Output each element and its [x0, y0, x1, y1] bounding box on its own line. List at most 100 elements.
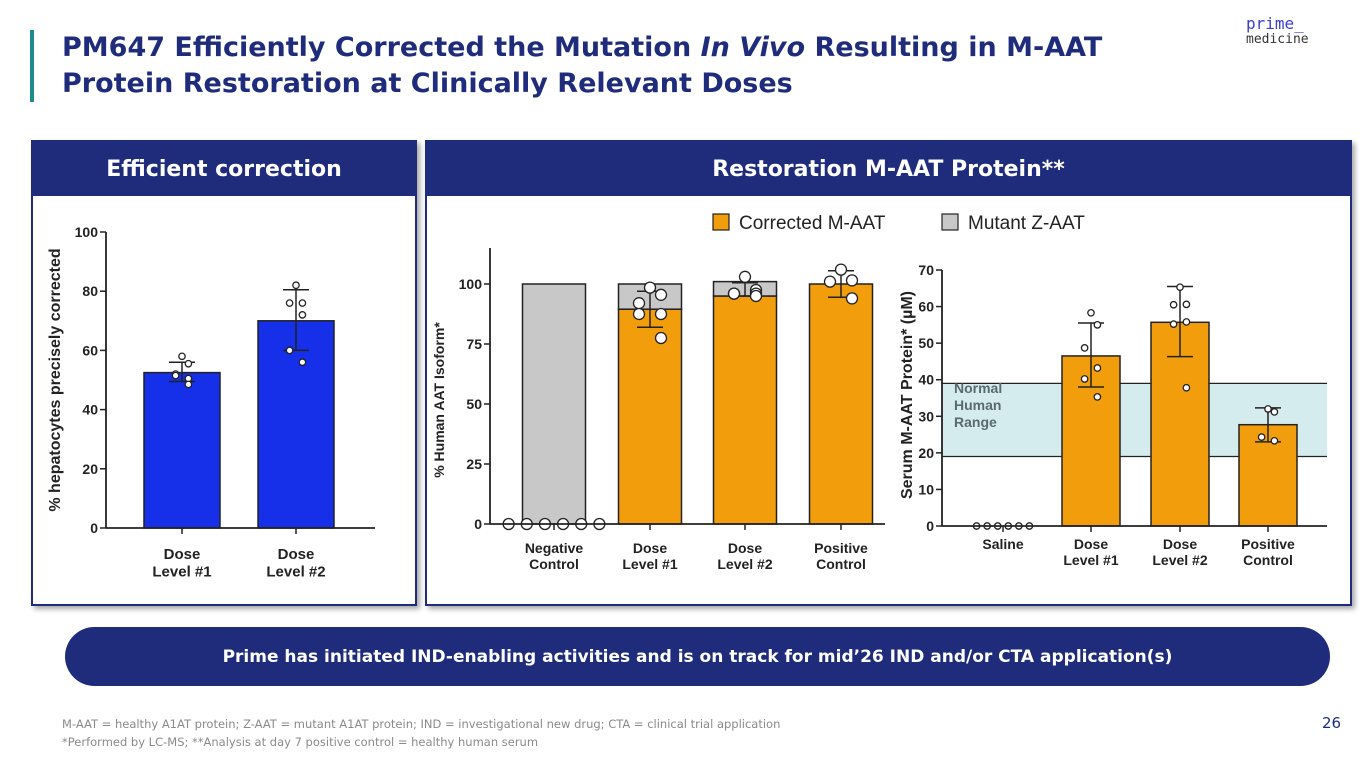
title-text-end: Resulting in M-AAT Protein Restoration a…	[62, 32, 1103, 99]
legend-swatch	[712, 213, 730, 231]
data-point	[1080, 344, 1089, 352]
category-label: Dose Level #1	[152, 546, 211, 580]
category-label-line: Dose	[1074, 536, 1108, 552]
category-label: Positive Control	[814, 540, 868, 572]
data-point	[1169, 300, 1178, 309]
bar-corrected	[617, 308, 683, 525]
category-label: Positive Control	[1241, 536, 1295, 568]
data-point	[292, 281, 300, 290]
page-number: 26	[1322, 714, 1342, 732]
category-label-line: Control	[1243, 552, 1293, 568]
category-label-line: Dose	[164, 546, 201, 563]
y-tick-label: 50	[918, 335, 934, 351]
bar-corrected	[712, 295, 778, 525]
data-point	[285, 346, 294, 355]
category-label: Dose Level #1	[622, 540, 677, 572]
data-point	[1264, 405, 1272, 413]
category-label-line: Dose	[633, 540, 667, 556]
category-label-line: Level #2	[266, 563, 325, 580]
data-point	[632, 307, 646, 321]
data-point	[1080, 375, 1089, 383]
data-point	[178, 352, 186, 361]
y-tick-label: 70	[918, 262, 934, 278]
y-axis-label: % hepatocytes precisely corrected	[47, 248, 64, 511]
y-tick-label: 40	[82, 402, 98, 418]
data-point	[1093, 393, 1102, 401]
footnote-1: M-AAT = healthy A1AT protein; Z-AAT = mu…	[62, 717, 781, 731]
ind-banner: Prime has initiated IND-enabling activit…	[65, 627, 1330, 686]
y-tick-label: 20	[82, 461, 98, 477]
data-point	[845, 292, 859, 305]
panel-header: Restoration M-AAT Protein**	[427, 142, 1350, 196]
title-text: PM647 Efficiently Corrected the Mutation	[62, 32, 701, 63]
logo-line2: medicine	[1246, 32, 1309, 47]
category-label-line: Dose	[1163, 536, 1197, 552]
data-point	[1093, 321, 1102, 329]
data-point	[845, 274, 859, 287]
y-tick-label: 100	[75, 224, 99, 240]
y-tick-label: 80	[82, 283, 98, 299]
prime-medicine-logo: prime_ medicine	[1246, 16, 1309, 48]
title-accent-bar	[30, 30, 34, 102]
category-label: Dose Level #2	[717, 540, 772, 572]
data-point	[184, 359, 193, 368]
category-label: Dose Level #2	[1152, 536, 1207, 568]
category-label-line: Level #2	[1152, 552, 1207, 568]
category-label-line: Level #2	[717, 556, 772, 572]
data-point	[285, 299, 294, 307]
category-label-line: Level #1	[1063, 552, 1118, 568]
data-point	[834, 263, 848, 276]
y-tick-label: 0	[90, 520, 98, 536]
category-label-line: Dose	[278, 546, 315, 563]
category-label: Saline	[982, 536, 1023, 552]
y-tick-label: 60	[918, 299, 934, 315]
category-label-line: Dose	[728, 540, 762, 556]
data-point	[738, 270, 752, 283]
data-point	[1257, 433, 1266, 441]
data-point	[171, 371, 180, 380]
data-point	[1087, 308, 1095, 317]
data-point	[1270, 436, 1279, 445]
y-tick-label: 60	[82, 342, 98, 358]
data-point	[632, 297, 646, 310]
y-axis-label: % Human AAT Isoform*	[431, 322, 447, 478]
category-label: Dose Level #1	[1063, 536, 1118, 568]
page-title: PM647 Efficiently Corrected the Mutation…	[62, 30, 1192, 102]
data-point	[298, 358, 307, 367]
data-point	[643, 281, 657, 294]
normal-range-label: Normal Human Range	[954, 380, 1002, 430]
y-tick-label: 0	[474, 516, 482, 532]
y-tick-label: 25	[466, 456, 482, 472]
category-label-line: Level #1	[622, 556, 677, 572]
y-tick-label: 0	[926, 518, 934, 534]
y-tick-label: 50	[466, 396, 482, 412]
y-axis-label: Serum M-AAT Protein* (µM)	[899, 291, 916, 499]
data-point	[184, 380, 193, 389]
y-tick-label: 40	[918, 372, 934, 388]
data-point	[1169, 320, 1178, 328]
panel-header: Efficient correction	[33, 142, 415, 196]
data-point	[654, 307, 668, 321]
legend-swatch	[941, 213, 959, 231]
category-label: Dose Level #2	[266, 546, 325, 580]
data-point	[1176, 283, 1184, 292]
data-point	[654, 288, 668, 301]
logo-line1: prime_	[1246, 14, 1304, 33]
category-label-line: Positive	[814, 540, 868, 556]
category-label-line: Saline	[982, 536, 1023, 552]
normal-range-label-line: Normal	[954, 380, 1002, 396]
category-label-line: Control	[816, 556, 866, 572]
data-point	[1182, 300, 1191, 309]
data-point	[727, 287, 741, 300]
bar-mutant	[521, 283, 587, 525]
normal-range-label-line: Range	[954, 414, 997, 430]
data-point	[1182, 318, 1191, 326]
title-italic: In Vivo	[700, 32, 806, 63]
data-point	[298, 299, 307, 307]
bar	[257, 320, 335, 529]
data-point	[298, 311, 307, 319]
category-label-line: Level #1	[152, 563, 211, 580]
data-point	[823, 275, 837, 288]
